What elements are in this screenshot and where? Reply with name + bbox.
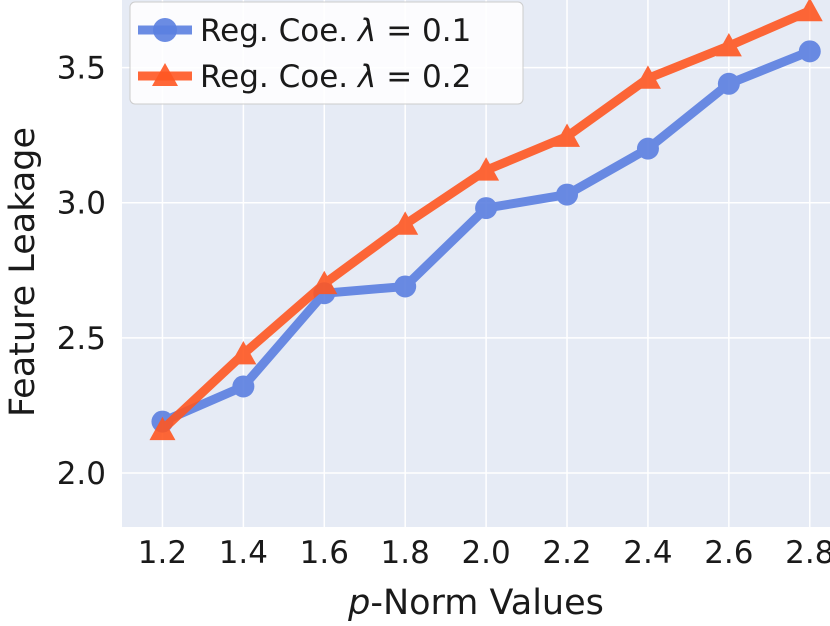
- data-point-triangle: [149, 416, 176, 441]
- legend-triangle-marker: [152, 63, 178, 86]
- data-point-triangle: [311, 270, 338, 295]
- x-tick-label: 2.8: [785, 535, 830, 571]
- legend-label-series-2: Reg. Coe. λ = 0.2: [200, 59, 471, 95]
- data-point-triangle: [715, 32, 742, 57]
- x-axis-title-text: -Norm Values: [370, 583, 604, 623]
- data-point-circle: [798, 40, 821, 63]
- x-tick-label: 1.2: [138, 535, 187, 571]
- x-tick-label: 1.6: [300, 535, 349, 571]
- data-point-circle: [475, 197, 498, 220]
- legend-circle-marker: [153, 18, 177, 42]
- y-tick-label: 3.5: [57, 51, 106, 87]
- legend-entry-series-1: Reg. Coe. λ = 0.1: [138, 13, 471, 49]
- data-point-triangle: [634, 65, 661, 89]
- legend-entry-series-2: Reg. Coe. λ = 0.2: [138, 59, 471, 95]
- data-point-circle: [232, 375, 255, 398]
- data-point-triangle: [392, 211, 419, 235]
- x-tick-label: 2.4: [623, 535, 672, 571]
- x-tick-label: 2.0: [461, 535, 510, 571]
- x-tick-label: 2.6: [704, 535, 753, 571]
- data-point-circle: [636, 137, 659, 160]
- data-point-circle: [394, 275, 417, 298]
- x-tick-label: 1.4: [219, 535, 268, 571]
- data-point-triangle: [473, 157, 500, 181]
- x-tick-label: 2.2: [542, 535, 591, 571]
- legend: Reg. Coe. λ = 0.1 Reg. Coe. λ = 0.2: [129, 1, 524, 105]
- y-tick-label: 2.5: [57, 321, 106, 357]
- data-point-circle: [717, 72, 740, 95]
- series-layer: [149, 0, 823, 441]
- tick-label-layer: 1.2 1.4 1.6 1.8 2.0 2.2 2.4 2.6 2.8 2.0 2.5 3.0 3.5: [57, 51, 830, 571]
- y-tick-label: 2.0: [57, 456, 106, 492]
- data-point-circle: [556, 183, 579, 206]
- data-point-triangle: [230, 341, 257, 365]
- legend-label-series-1: Reg. Coe. λ = 0.1: [200, 13, 471, 49]
- x-axis-title-variable: p: [347, 583, 370, 623]
- y-axis-title: Feature Leakage: [3, 127, 43, 417]
- x-axis-title: p-Norm Values: [347, 583, 604, 623]
- data-point-triangle: [554, 123, 581, 147]
- y-tick-label: 3.0: [57, 186, 106, 222]
- legend-box: [129, 1, 524, 105]
- data-point-triangle: [796, 0, 823, 22]
- x-tick-label: 1.8: [381, 535, 430, 571]
- series-2: [149, 0, 823, 441]
